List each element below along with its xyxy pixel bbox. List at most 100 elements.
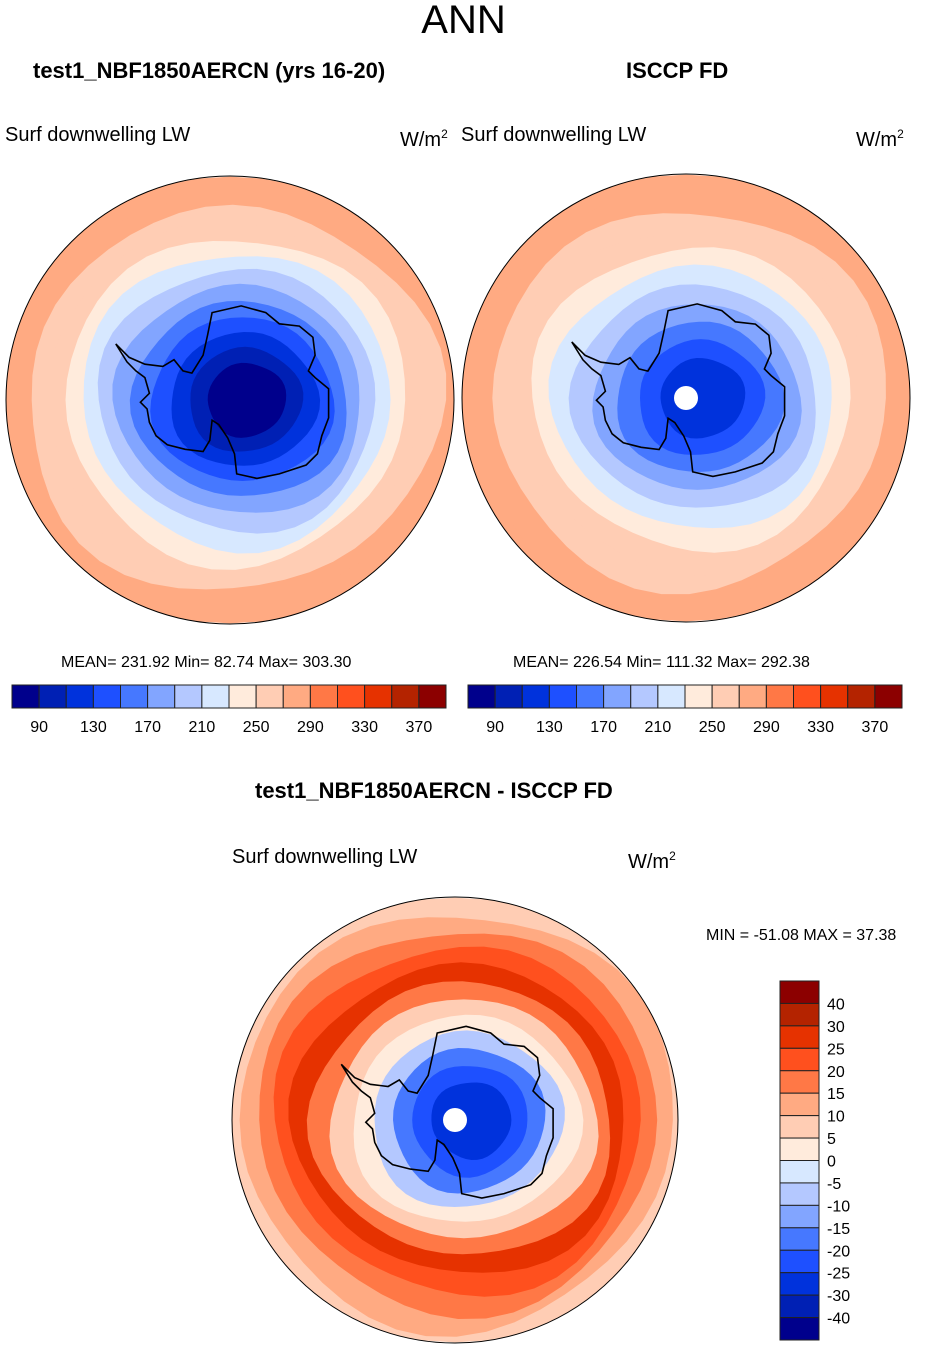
- map-border: [461, 173, 911, 623]
- colorbar-tick-label: 90: [486, 719, 504, 736]
- colorbar-box: [11, 684, 40, 709]
- colorbar-box: [418, 684, 447, 709]
- colorbar-box: [337, 684, 366, 709]
- panel-1-units-base: W/m: [400, 129, 442, 151]
- coastline: [340, 1025, 554, 1199]
- colorbar-box: [494, 684, 523, 709]
- colorbar-box: [779, 1002, 820, 1027]
- contour-band: [660, 358, 746, 439]
- colorbar-box: [711, 684, 740, 709]
- colorbar-box: [174, 684, 203, 709]
- colorbar-tick-label: -20: [827, 1243, 850, 1260]
- colorbar-panel-1: 90 130 170 210 250 290 330 370: [11, 684, 447, 736]
- colorbar-box: [65, 684, 94, 709]
- colorbar-tick-label: 170: [134, 719, 161, 736]
- overlays: [5, 173, 911, 1344]
- panel-3-variable-label: Surf downwelling LW: [232, 846, 418, 868]
- colorbar-box: [630, 684, 659, 709]
- coastline: [115, 305, 330, 480]
- colorbar-box: [255, 684, 284, 709]
- colorbar-box: [684, 684, 713, 709]
- colorbar-box: [779, 1294, 820, 1319]
- colorbar-box: [282, 684, 311, 709]
- colorbar-box: [820, 684, 849, 709]
- panel-2-units: W/m2: [856, 127, 904, 152]
- colorbar-tick-label: 15: [827, 1086, 845, 1103]
- panel-3-title: test1_NBF1850AERCN - ISCCP FD: [255, 778, 613, 803]
- colorbar-tick-label: -40: [827, 1311, 850, 1328]
- panel-3-units-sup: 2: [669, 849, 676, 863]
- colorbar-tick-label: 30: [827, 1019, 845, 1036]
- colorbar-tick-label: 210: [189, 719, 216, 736]
- panel-1-stats: MEAN= 231.92 Min= 82.74 Max= 303.30: [61, 654, 352, 671]
- contour-band: [207, 362, 287, 438]
- colorbar-tick-label: 250: [699, 719, 726, 736]
- colorbar-box: [779, 1025, 820, 1049]
- colorbar-tick-label: 25: [827, 1041, 845, 1058]
- colorbar-tick-label: -25: [827, 1266, 850, 1283]
- colorbar-tick-label: 130: [536, 719, 563, 736]
- colorbar-box: [779, 1092, 820, 1117]
- colorbar-box: [657, 684, 686, 709]
- colorbar-box: [847, 684, 876, 709]
- colorbar-tick-label: 250: [243, 719, 270, 736]
- colorbar-box: [738, 684, 767, 709]
- colorbar-box: [364, 684, 393, 709]
- colorbar-box: [147, 684, 176, 709]
- colorbar-box: [779, 1137, 820, 1161]
- colorbar-box: [793, 684, 822, 709]
- colorbar-box: [779, 980, 820, 1004]
- panel-1-variable-label: Surf downwelling LW: [5, 124, 191, 146]
- coastline: [571, 303, 786, 478]
- colorbar-box: [548, 684, 577, 709]
- colorbar-box: [38, 684, 67, 709]
- colorbar-box: [779, 1160, 820, 1184]
- colorbar-tick-label: 0: [827, 1154, 836, 1171]
- panel-1-title: test1_NBF1850AERCN (yrs 16-20): [33, 58, 386, 83]
- panel-3-units-base: W/m: [628, 851, 670, 873]
- colorbar-tick-label: 130: [80, 719, 107, 736]
- colorbar-box: [779, 1070, 820, 1094]
- colorbar-tick-label: 330: [351, 719, 378, 736]
- colorbar-box: [603, 684, 632, 709]
- colorbar-tick-label: 10: [827, 1109, 845, 1126]
- colorbar-box: [779, 1204, 820, 1229]
- panel-3-units: W/m2: [628, 849, 676, 874]
- colorbar-box: [779, 1317, 820, 1341]
- map-panel-3: [232, 897, 678, 1343]
- figure-title: ANN: [421, 0, 506, 42]
- colorbar-box: [228, 684, 257, 709]
- colorbar-box: [779, 1272, 820, 1296]
- panel-2-units-sup: 2: [897, 127, 904, 141]
- colorbar-tick-label: 290: [753, 719, 780, 736]
- colorbar-tick-label: 20: [827, 1064, 845, 1081]
- contour-band: [431, 1082, 512, 1160]
- map-panel-2: [462, 174, 910, 622]
- panel-2-variable-label: Surf downwelling LW: [461, 124, 647, 146]
- colorbar-tick-label: 170: [590, 719, 617, 736]
- panel-3-stats: MIN = -51.08 MAX = 37.38: [706, 927, 897, 944]
- map-border: [5, 175, 455, 625]
- colorbar-box: [779, 1047, 820, 1072]
- colorbar-tick-label: 210: [645, 719, 672, 736]
- colorbar-tick-label: -15: [827, 1221, 850, 1238]
- colorbar-tick-label: 40: [827, 996, 845, 1013]
- colorbar-tick-label: 90: [30, 719, 48, 736]
- colorbar-panel-2: 90 130 170 210 250 290 330 370: [467, 684, 903, 736]
- panel-2-stats: MEAN= 226.54 Min= 111.32 Max= 292.38: [513, 654, 810, 671]
- colorbar-box: [521, 684, 550, 709]
- colorbar-tick-label: 5: [827, 1131, 836, 1148]
- colorbar-box: [467, 684, 496, 709]
- colorbar-tick-label: 370: [862, 719, 889, 736]
- colorbar-box: [779, 1115, 820, 1139]
- colorbar-box: [874, 684, 903, 709]
- colorbar-tick-label: -5: [827, 1176, 841, 1193]
- missing-data-pole: [674, 386, 698, 410]
- panel-2-title: ISCCP FD: [626, 58, 729, 83]
- colorbar-box: [201, 684, 230, 709]
- colorbar-box: [92, 684, 121, 709]
- colorbar-box: [309, 684, 338, 709]
- colorbar-box: [120, 684, 149, 709]
- colorbar-box: [779, 1182, 820, 1206]
